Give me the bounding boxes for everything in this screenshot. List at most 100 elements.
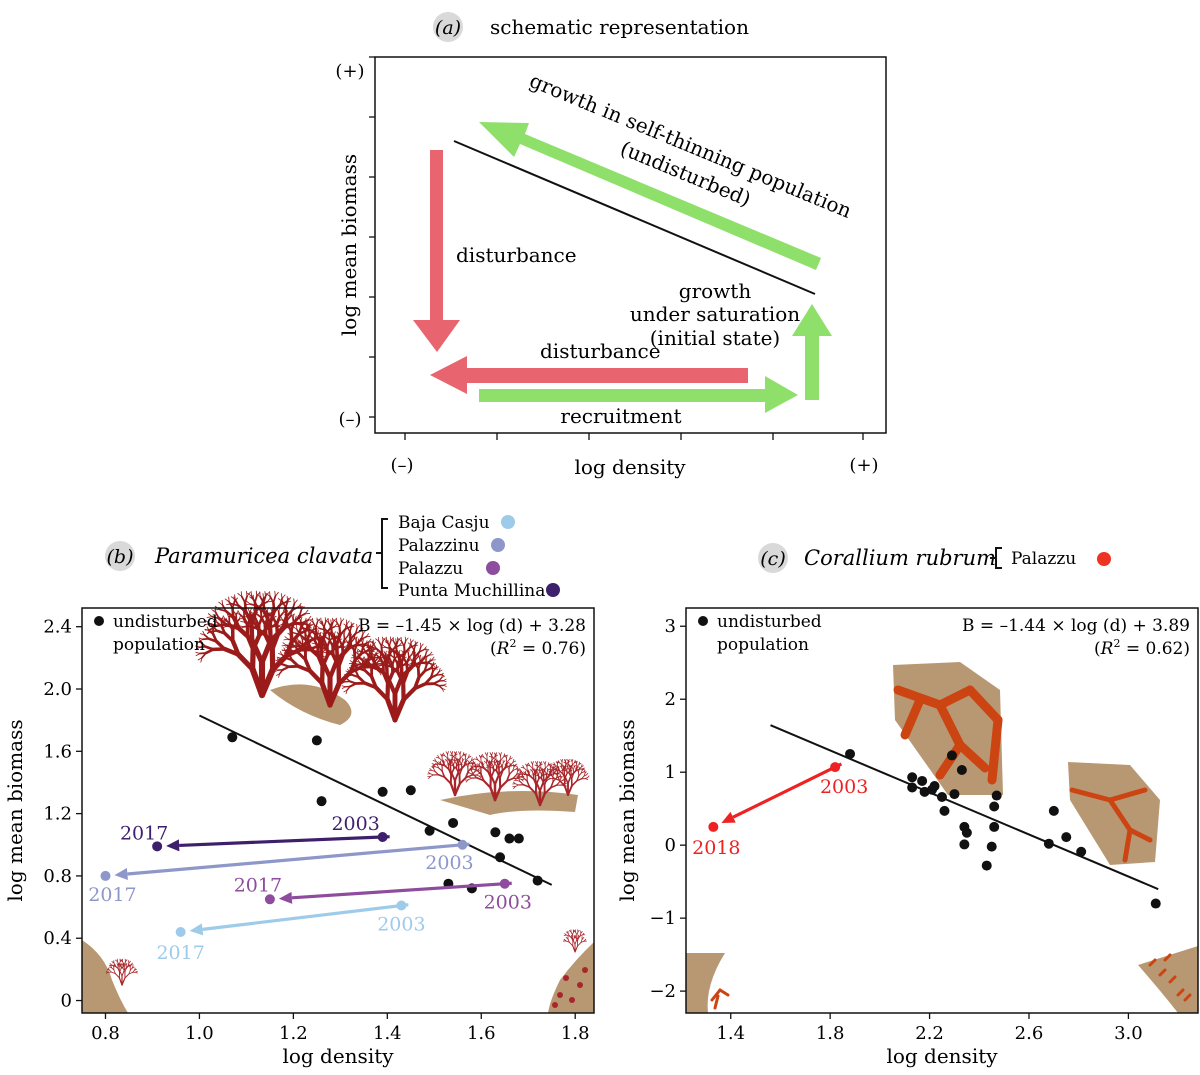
panel-b-coral-drawing [310,647,315,651]
panel-b-coral-drawing [344,675,349,678]
panel-b-coral-drawing [250,590,253,597]
panel-b-coral-drawing [276,657,281,661]
panel-b-coral-drawing [514,783,519,786]
panel-b-coral-drawing [576,760,578,764]
panel-c-x-tick-label: 1.4 [716,1023,745,1044]
panel-b-coral-drawing [288,652,293,662]
panel-b-coral-drawing [207,613,213,618]
panel-b-coral-drawing [578,768,580,773]
panel-c-undisturbed-point [949,789,960,800]
panel-b-coral-drawing [480,755,485,758]
panel-b-coral-drawing [299,640,302,644]
panel-c-undisturbed-point [917,775,928,786]
panel-b-coral-drawing [425,661,431,667]
panel-b-coral-drawing [264,591,266,597]
panel-b-coral-drawing [413,644,417,651]
panel-b-coral-drawing [513,765,518,767]
panel-b-coral-drawing [488,755,493,758]
panel-b-coral-drawing [573,765,576,768]
panel-b-coral-drawing [348,671,354,676]
panel-b-trajectory-end [152,841,163,852]
panel-b-coral-drawing [377,660,382,663]
panel-b-coral-drawing [246,613,250,619]
panel-b-coral-drawing [326,631,330,636]
panel-b-y-tick-label: 2.0 [43,679,72,700]
panel-b-coral-drawing [535,772,539,777]
panel-b-coral-drawing [438,669,443,673]
panel-b-coral-drawing [586,772,589,776]
panel-b-coral-drawing [322,624,327,631]
panel-c-coral-drawing [987,715,1003,785]
panel-c-coral-drawing [1148,958,1157,967]
panel-b-coral-drawing [470,758,475,761]
panel-c-x-tick-label: 3.0 [1114,1023,1143,1044]
panel-b-coral-drawing [362,630,366,635]
panel-b-coral-drawing [407,658,413,661]
panel-b-coral-drawing [290,635,295,642]
panel-b-coral-drawing [380,656,386,659]
panel-b-coral-drawing [362,647,367,654]
panel-c-letter: (c) [760,548,786,570]
panel-b-coral-drawing [424,654,431,659]
panel-b-coral-drawing [392,697,407,723]
panel-b-y-tick-label: 1.2 [43,804,72,825]
panel-b-coral-drawing [546,770,548,775]
panel-b-rock-shape [82,940,128,1013]
panel-b-coral-drawing [242,618,246,623]
panel-b-coral-drawing [262,595,267,604]
panel-b-coral-drawing [441,770,446,778]
panel-b-coral-drawing [527,762,531,767]
panel-b-coral-drawing [505,754,508,759]
panel-b-coral-drawing [578,772,582,777]
panel-b-coral-drawing [470,762,475,764]
panel-b-coral-drawing [541,770,543,775]
panel-b-coral-drawing [559,762,563,766]
panel-b-coral-drawing [290,613,294,619]
panel-b-coral-drawing [238,615,241,620]
panel-b-coral-drawing [412,682,427,691]
panel-c-trajectory-start-year: 2003 [820,776,868,798]
panel-b-coral-drawing [577,937,580,942]
panel-b-coral-drawing [324,619,329,623]
panel-b-coral-drawing [573,770,577,775]
panel-b-coral-drawing [122,967,126,973]
panel-b-coral-drawing [417,661,422,670]
panel-b-coral-drawing [576,778,583,782]
panel-b-coral-drawing [284,600,289,609]
panel-b-coral-drawing [499,780,508,789]
panel-b-coral-drawing [435,666,439,669]
panel-b-coral-drawing [282,642,287,646]
panel-b-coral-drawing [473,762,479,767]
panel-b-coral-drawing [338,631,341,636]
panel-b-coral-drawing [208,625,214,628]
panel-b-coral-drawing [333,633,336,638]
panel-b-coral-drawing [330,621,334,629]
panel-b-undisturbed-point [504,833,515,844]
panel-b-coral-drawing [278,653,283,655]
panel-b-coral-drawing [249,596,255,601]
panel-b-coral-drawing [357,675,367,685]
panel-b-coral-drawing [522,783,531,788]
panel-b-coral-drawing [276,656,281,659]
panel-b-x-tick-label: 1.4 [373,1023,402,1044]
panel-b-coral-drawing [266,597,271,603]
panel-b-coral-drawing [467,777,473,781]
panel-a-disturbance-horizontal-arrow [430,356,748,394]
panel-b-coral-drawing [292,639,302,647]
panel-b-coral-drawing [195,645,201,648]
panel-b-coral-drawing [535,762,539,767]
panel-b-coral-drawing [277,623,283,627]
panel-b-coral-drawing [417,654,421,659]
panel-b-coral-drawing [431,769,436,772]
panel-b-coral-drawing [437,773,446,778]
panel-b-coral-drawing [358,643,363,646]
panel-b-coral-drawing [566,767,569,771]
panel-b-coral-drawing [429,774,434,777]
panel-b-coral-drawing [296,628,301,636]
panel-c-undisturbed-point [981,860,992,871]
panel-b-coral-drawing [415,641,419,646]
panel-b-coral-drawing [561,768,564,771]
panel-b-coral-drawing [135,971,138,974]
panel-c-coral-drawing [1163,953,1172,962]
